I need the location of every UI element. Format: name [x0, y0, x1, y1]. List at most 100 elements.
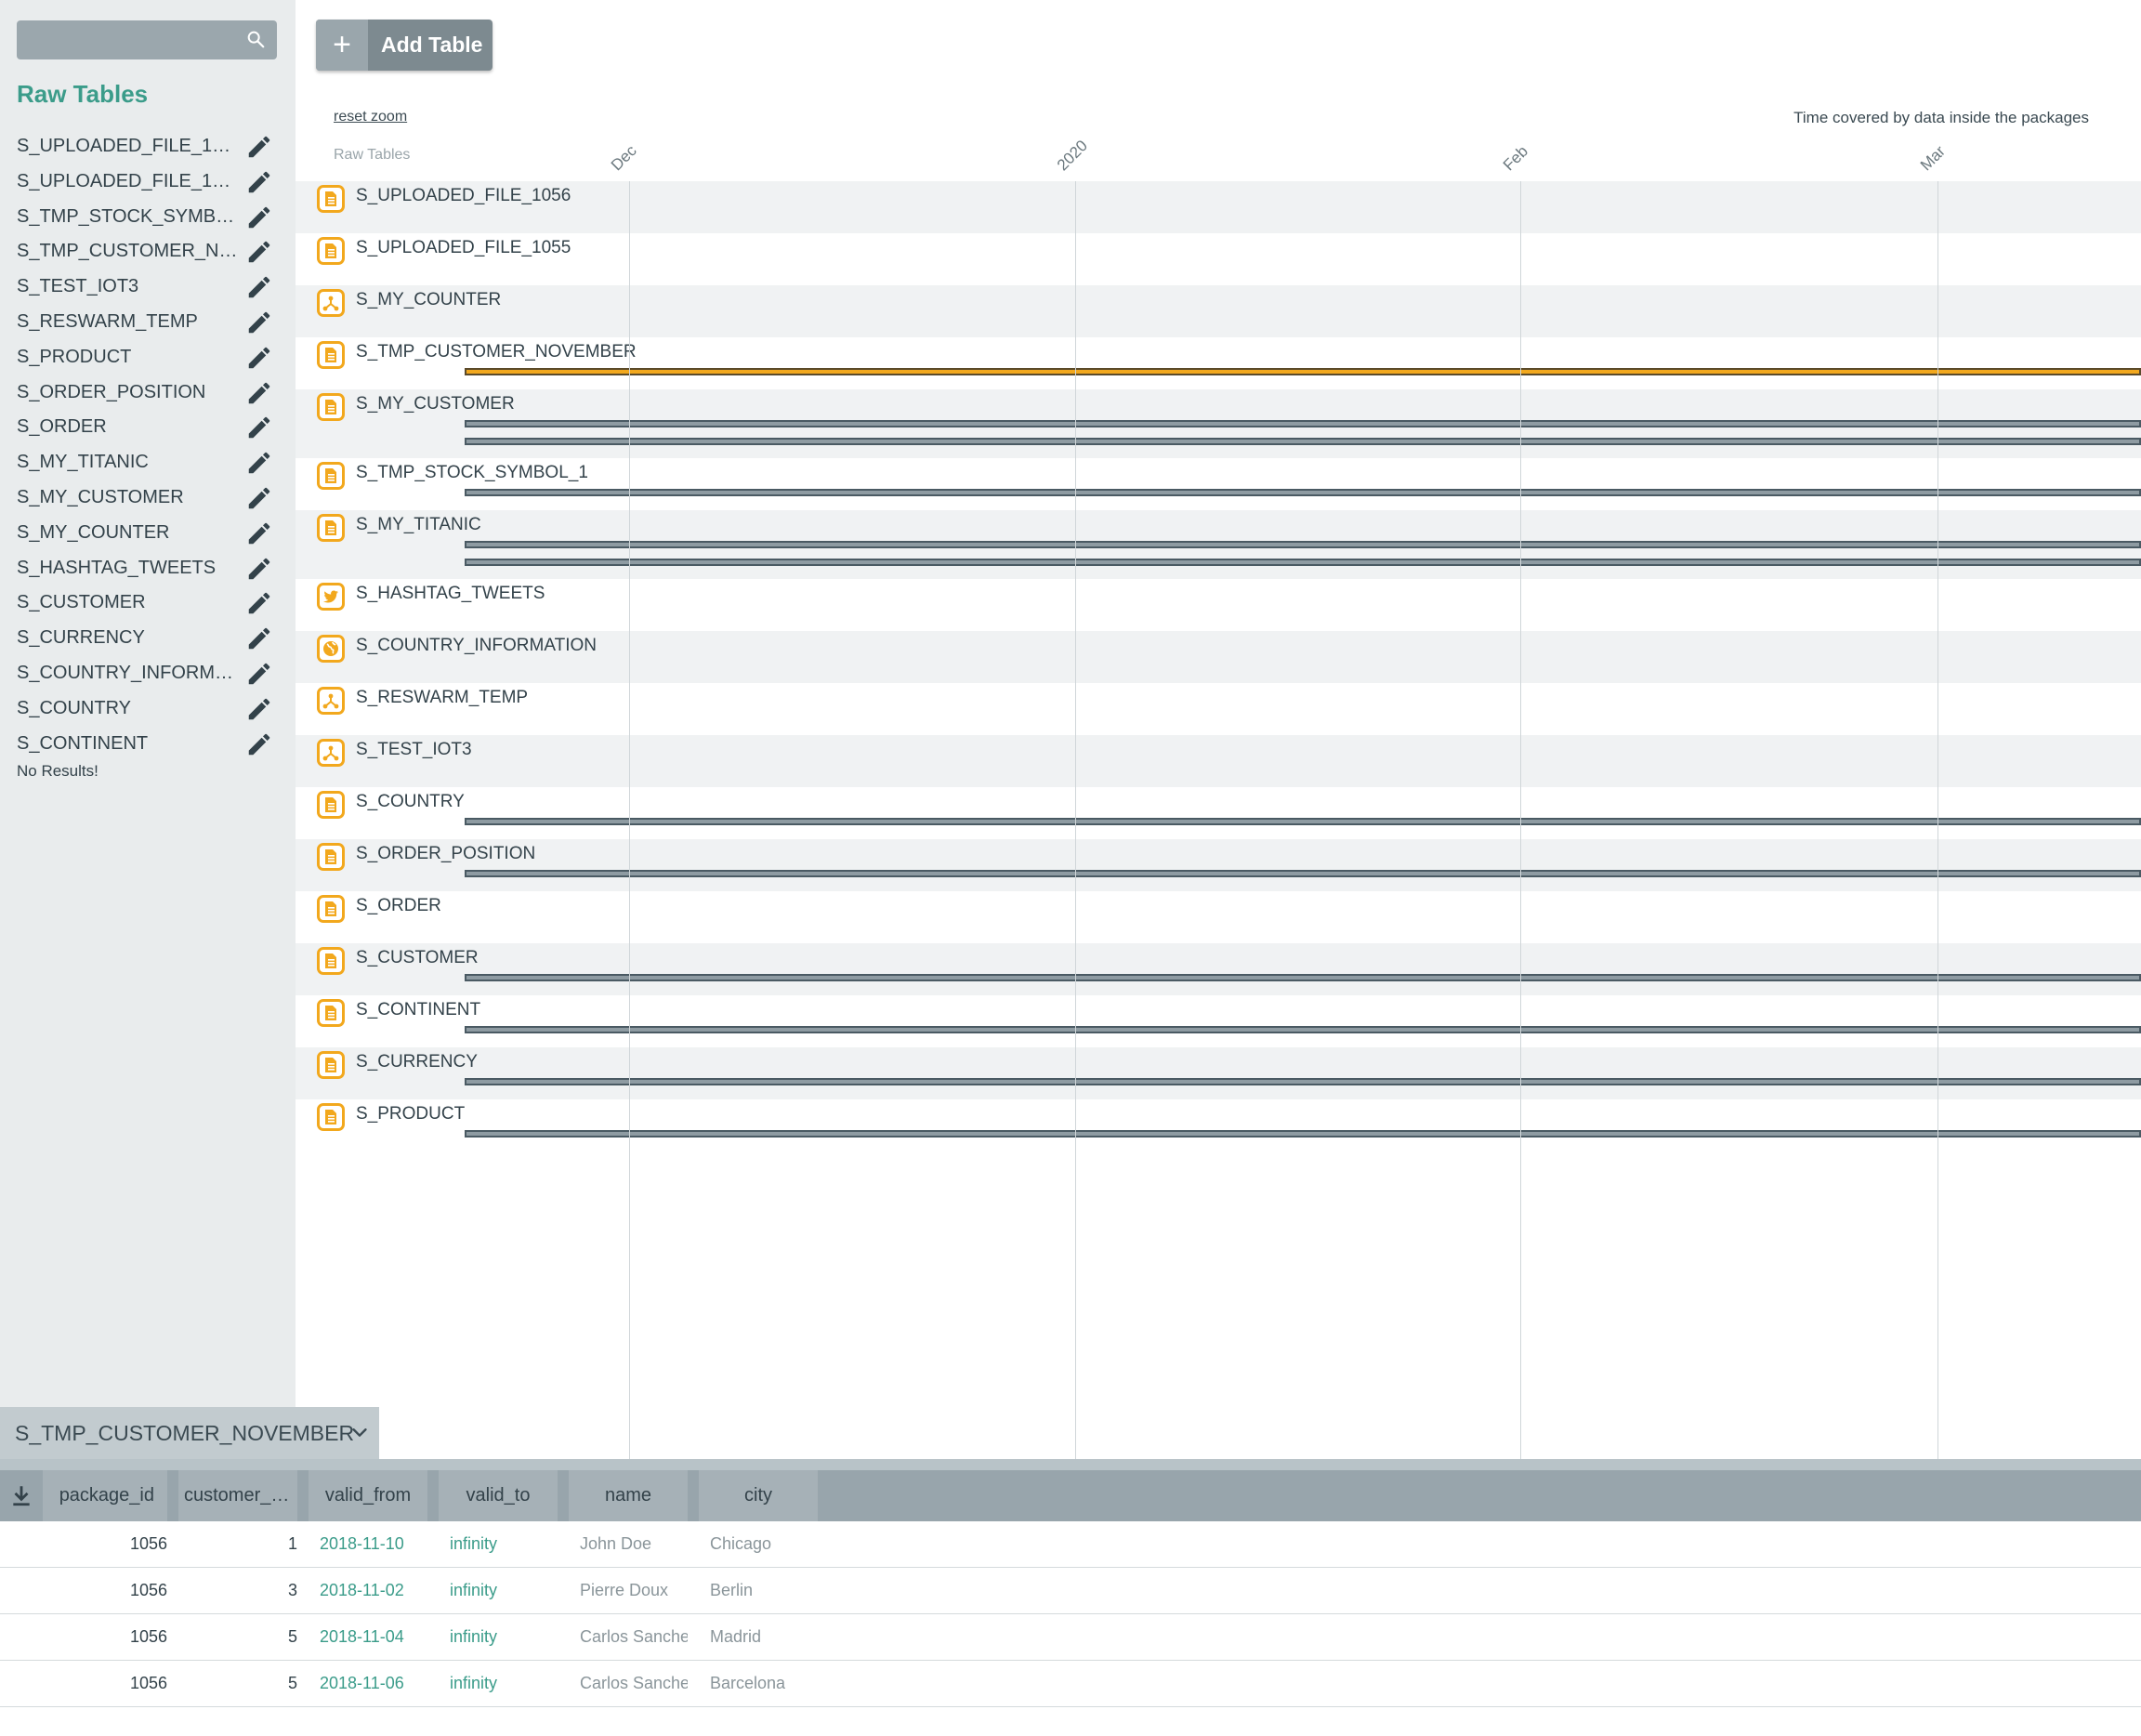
timeline-row-label: S_COUNTRY_INFORMATION: [356, 636, 597, 655]
sidebar-item[interactable]: S_PRODUCT: [0, 341, 296, 376]
data-coverage-bar[interactable]: [465, 870, 2141, 877]
timeline-row[interactable]: S_MY_COUNTER: [296, 285, 2141, 337]
data-coverage-bar[interactable]: [465, 420, 2141, 427]
column-header-valid-to[interactable]: valid_to: [439, 1470, 558, 1521]
timeline-row[interactable]: S_PRODUCT: [296, 1099, 2141, 1151]
data-coverage-bar[interactable]: [465, 974, 2141, 981]
timeline-row[interactable]: S_TEST_IOT3: [296, 735, 2141, 787]
pencil-icon[interactable]: [245, 379, 273, 407]
sidebar-item[interactable]: S_MY_COUNTER: [0, 517, 296, 552]
sidebar-item-label: S_RESWARM_TEMP: [17, 310, 198, 332]
data-coverage-bar[interactable]: [465, 1026, 2141, 1033]
pencil-icon[interactable]: [245, 449, 273, 477]
pencil-icon[interactable]: [245, 309, 273, 336]
sidebar-item[interactable]: S_RESWARM_TEMP: [0, 306, 296, 341]
table-select[interactable]: S_TMP_CUSTOMER_NOVEMBER: [0, 1407, 379, 1459]
network-icon: [317, 739, 345, 767]
column-header-package-id[interactable]: package_id: [43, 1470, 167, 1521]
data-coverage-bar[interactable]: [465, 489, 2141, 496]
sidebar-item[interactable]: S_CONTINENT: [0, 728, 296, 763]
table-row[interactable]: 1056 3 2018-11-02 infinity Pierre Doux Berlin: [0, 1568, 2141, 1614]
pencil-icon[interactable]: [245, 344, 273, 372]
data-coverage-bar[interactable]: [465, 559, 2141, 566]
timeline-row[interactable]: S_MY_TITANIC: [296, 510, 2141, 579]
sidebar-item[interactable]: S_TMP_STOCK_SYMBOL_1: [0, 201, 296, 236]
timeline-row[interactable]: S_CONTINENT: [296, 995, 2141, 1047]
timeline-row[interactable]: S_UPLOADED_FILE_1055: [296, 233, 2141, 285]
sidebar-item[interactable]: S_HASHTAG_TWEETS: [0, 552, 296, 587]
reset-zoom-link[interactable]: reset zoom: [334, 109, 408, 125]
sidebar-item[interactable]: S_ORDER_POSITION: [0, 376, 296, 412]
timeline-row[interactable]: S_COUNTRY_INFORMATION: [296, 631, 2141, 683]
sidebar-item[interactable]: S_CURRENCY: [0, 622, 296, 657]
pencil-icon[interactable]: [245, 519, 273, 547]
pencil-icon[interactable]: [245, 730, 273, 758]
pencil-icon[interactable]: [245, 625, 273, 652]
search-input[interactable]: [17, 20, 277, 59]
table-row[interactable]: 1056 5 2018-11-04 infinity Carlos Sanchez Mad…: [0, 1614, 2141, 1661]
data-coverage-bar[interactable]: [465, 368, 2141, 375]
sidebar-item-label: S_HASHTAG_TWEETS: [17, 557, 217, 578]
sidebar-item[interactable]: S_TMP_CUSTOMER_NOVEMBER: [0, 235, 296, 270]
timeline-row[interactable]: S_CURRENCY: [296, 1047, 2141, 1099]
pencil-icon[interactable]: [245, 660, 273, 688]
sidebar-item[interactable]: S_CUSTOMER: [0, 586, 296, 622]
column-header-name[interactable]: name: [569, 1470, 688, 1521]
timeline-row[interactable]: S_TMP_CUSTOMER_NOVEMBER: [296, 337, 2141, 389]
timeline-row[interactable]: S_ORDER: [296, 891, 2141, 943]
pencil-icon[interactable]: [245, 695, 273, 723]
column-header-city[interactable]: city: [699, 1470, 818, 1521]
sidebar-item[interactable]: S_MY_TITANIC: [0, 446, 296, 481]
sidebar-item[interactable]: S_ORDER: [0, 411, 296, 446]
timeline-row[interactable]: S_RESWARM_TEMP: [296, 683, 2141, 735]
add-table-button[interactable]: + Add Table: [316, 20, 493, 71]
sidebar-item[interactable]: S_TEST_IOT3: [0, 270, 296, 306]
column-header-customer-key[interactable]: customer_key: [178, 1470, 297, 1521]
sidebar-item[interactable]: S_COUNTRY: [0, 692, 296, 728]
data-coverage-bar[interactable]: [465, 438, 2141, 445]
cell-valid-to: infinity: [450, 1627, 498, 1646]
gridline: [1937, 181, 1938, 1459]
tick-label: 2020: [1053, 137, 1092, 175]
sidebar-item[interactable]: S_MY_CUSTOMER: [0, 481, 296, 517]
timeline-header-label: Raw Tables: [334, 147, 411, 163]
data-coverage-bar[interactable]: [465, 541, 2141, 548]
pencil-icon[interactable]: [245, 168, 273, 196]
timeline-row[interactable]: S_MY_CUSTOMER: [296, 389, 2141, 458]
sidebar-item[interactable]: S_COUNTRY_INFORMATION: [0, 657, 296, 692]
pencil-icon[interactable]: [245, 589, 273, 617]
search-icon[interactable]: [245, 29, 266, 49]
timeline-row[interactable]: S_COUNTRY: [296, 787, 2141, 839]
pencil-icon[interactable]: [245, 238, 273, 266]
sidebar-item-label: S_TMP_STOCK_SYMBOL_1: [17, 205, 240, 227]
table-row[interactable]: 1056 1 2018-11-10 infinity John Doe Chicago: [0, 1521, 2141, 1568]
pencil-icon[interactable]: [245, 133, 273, 161]
timeline-row-label: S_ORDER: [356, 896, 441, 915]
sidebar: Raw Tables S_UPLOADED_FILE_1056 S_UPLOADE…: [0, 0, 296, 1408]
data-coverage-bar[interactable]: [465, 1130, 2141, 1138]
sidebar-item[interactable]: S_UPLOADED_FILE_1055: [0, 165, 296, 201]
data-coverage-bar[interactable]: [465, 1078, 2141, 1085]
pencil-icon[interactable]: [245, 414, 273, 441]
column-header-valid-from[interactable]: valid_from: [309, 1470, 427, 1521]
timeline-row[interactable]: S_HASHTAG_TWEETS: [296, 579, 2141, 631]
pencil-icon[interactable]: [245, 204, 273, 231]
cell-valid-to: infinity: [450, 1674, 498, 1692]
data-coverage-bar[interactable]: [465, 818, 2141, 825]
timeline-row-label: S_MY_COUNTER: [356, 290, 502, 309]
pencil-icon[interactable]: [245, 555, 273, 583]
timeline-row[interactable]: S_ORDER_POSITION: [296, 839, 2141, 891]
timeline-row[interactable]: S_TMP_STOCK_SYMBOL_1: [296, 458, 2141, 510]
pencil-icon[interactable]: [245, 273, 273, 301]
cell-valid-from: 2018-11-10: [320, 1534, 404, 1553]
timeline-row[interactable]: S_UPLOADED_FILE_1056: [296, 181, 2141, 233]
sidebar-item-label: S_MY_TITANIC: [17, 452, 149, 473]
sidebar-item[interactable]: S_UPLOADED_FILE_1056: [0, 130, 296, 165]
gridline: [1520, 181, 1521, 1459]
table-divider: [0, 1459, 2141, 1470]
timeline-row[interactable]: S_CUSTOMER: [296, 943, 2141, 995]
pencil-icon[interactable]: [245, 484, 273, 512]
download-icon[interactable]: [9, 1483, 33, 1507]
twitter-icon: [317, 583, 345, 611]
table-row[interactable]: 1056 5 2018-11-06 infinity Carlos Sanchez Bar…: [0, 1661, 2141, 1707]
